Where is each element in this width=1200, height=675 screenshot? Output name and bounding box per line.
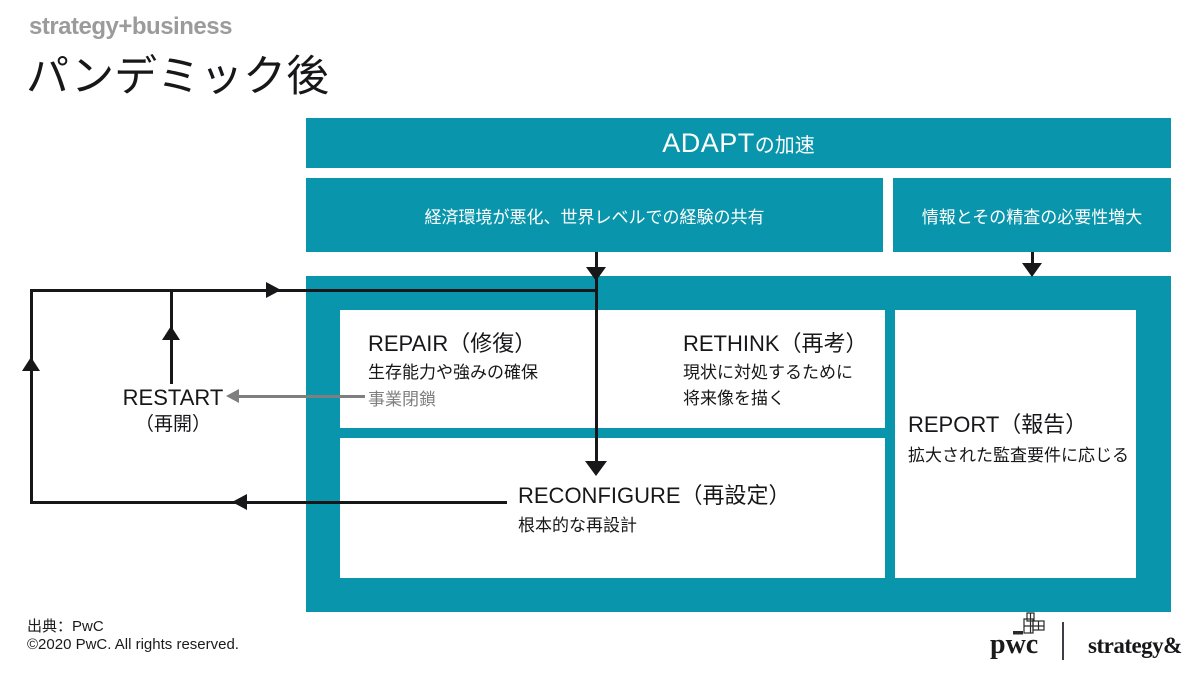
rethink-desc-line2: 将来像を描く — [683, 389, 785, 408]
adapt-header-bar: ADAPT の加速 — [306, 118, 1171, 168]
pwc-wordmark: pwc — [990, 629, 1039, 660]
arrowhead-down-report-icon — [1022, 263, 1042, 277]
strategyand-wordmark: strategy& — [1088, 633, 1182, 658]
pwc-building-icon — [1012, 612, 1050, 643]
arrowhead-left-gray-icon — [226, 389, 239, 403]
repair-desc: 生存能力や強みの確保 — [368, 363, 538, 382]
reconfigure-desc: 根本的な再設計 — [518, 516, 637, 535]
stage-report: REPORT（報告） 拡大された監査要件に応じる — [908, 411, 1129, 467]
connector-loop-bottom — [30, 501, 507, 504]
reconfigure-box — [340, 438, 885, 578]
arrowhead-down-reconfigure-icon — [585, 461, 607, 476]
stage-rethink: RETHINK（再考） 現状に対処するために 将来像を描く — [683, 330, 868, 410]
repair-title: REPAIR（修復） — [368, 331, 537, 356]
stage-reconfigure: RECONFIGURE（再設定） 根本的な再設計 — [518, 482, 791, 537]
arrowhead-right-icon — [266, 282, 281, 298]
rethink-title: RETHINK（再考） — [683, 331, 868, 356]
repair-note-closure: 事業閉鎖 — [368, 390, 436, 409]
connector-loop-left — [30, 289, 33, 504]
page-title: パンデミック後 — [26, 53, 330, 101]
arrowhead-down-entry-icon — [586, 267, 606, 281]
connector-information-down — [1031, 252, 1034, 266]
arrowhead-left-bottom-icon — [232, 494, 247, 510]
adapt-header-latin: ADAPT — [662, 127, 755, 158]
adapt-header-suffix: の加速 — [754, 134, 815, 157]
arrowhead-up-restart-icon — [162, 326, 180, 340]
copyright-note: ©2020 PwC. All rights reserved. — [27, 636, 239, 653]
report-title: REPORT（報告） — [908, 412, 1088, 437]
brand-wordmark: strategy+business — [29, 13, 232, 40]
restart-title: RESTART — [122, 385, 224, 410]
report-box — [895, 310, 1136, 578]
connector-main-vertical — [595, 252, 598, 464]
arrowhead-up-left-icon — [22, 357, 40, 371]
driver-box-economy: 経済環境が悪化、世界レベルでの経験の共有 — [306, 178, 883, 252]
rethink-desc-line1: 現状に対処するために — [683, 363, 853, 382]
restart-subtitle: （再開） — [134, 414, 211, 435]
report-desc: 拡大された監査要件に応じる — [908, 446, 1129, 465]
driver-box-information: 情報とその精査の必要性増大 — [893, 178, 1171, 252]
reconfigure-title: RECONFIGURE（再設定） — [518, 483, 791, 508]
connector-loop-top — [30, 289, 597, 292]
connector-closure-gray — [230, 395, 365, 398]
logo-divider — [1062, 622, 1064, 660]
source-note: 出典：PwC — [27, 618, 104, 635]
stage-restart: RESTART （再開） — [98, 384, 248, 438]
stage-repair: REPAIR（修復） 生存能力や強みの確保 事業閉鎖 — [368, 330, 538, 411]
repair-rethink-box — [340, 310, 885, 428]
